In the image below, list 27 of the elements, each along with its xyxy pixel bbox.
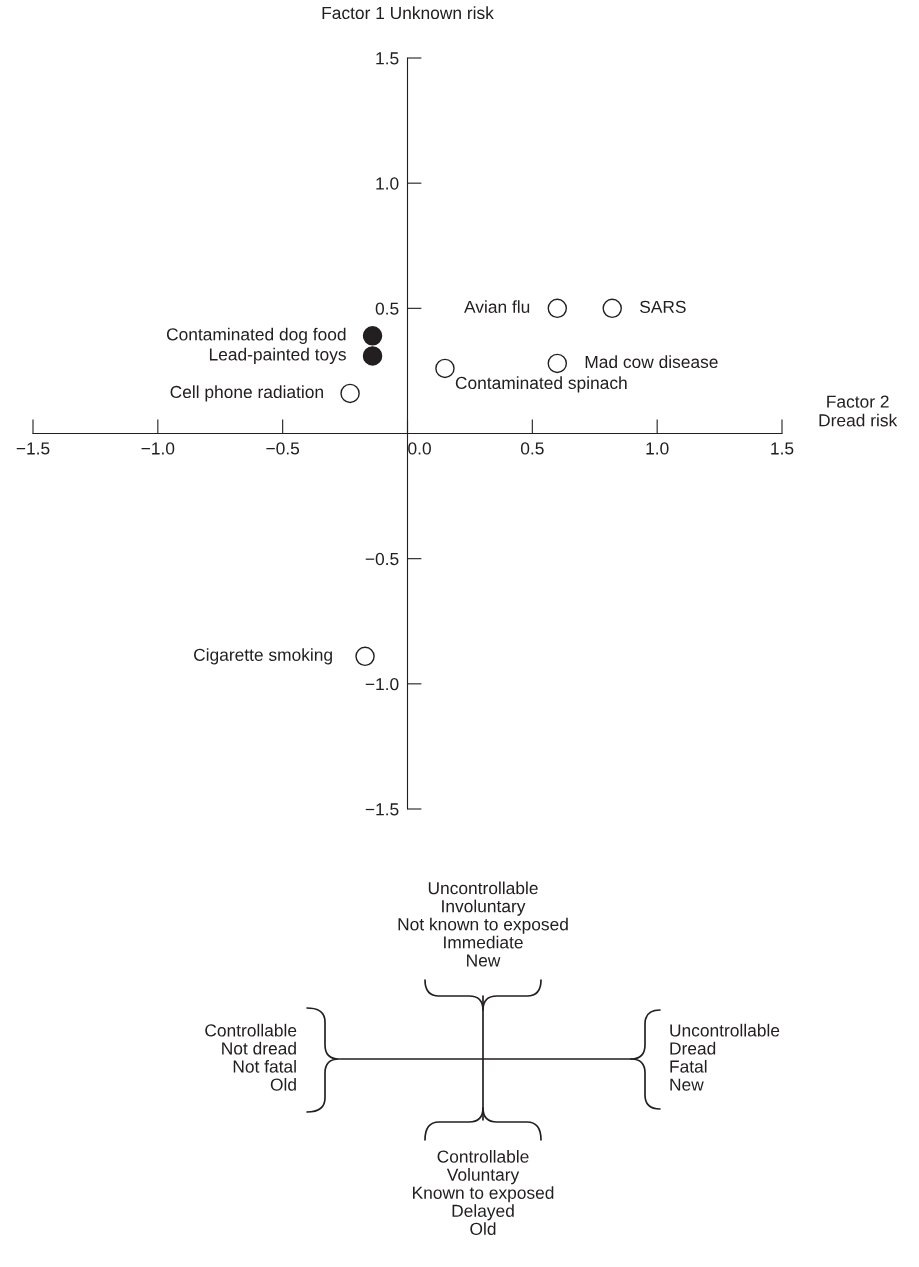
annotation: Cigarette smoking (194, 648, 332, 665)
annotation: Lead-painted toys (209, 347, 346, 364)
annotation: Contaminated dog food (166, 327, 346, 344)
y-tick-label: 0.5 (375, 302, 399, 315)
y-tick-label: 1.5 (376, 52, 399, 65)
x-tick-label: 0.5 (520, 442, 544, 455)
y-tick-label: −0.5 (365, 552, 399, 566)
annotation: Avian flu (464, 300, 530, 313)
x-tick-label: 1.0 (646, 442, 669, 455)
annotation: Cell phone radiation (170, 385, 323, 402)
annotation: Contaminated spinach (455, 376, 627, 393)
annotation: Mad cow disease (585, 355, 718, 369)
x-tick-label: −1.5 (16, 442, 50, 455)
y-axis-title: Factor 1 Unknown risk (322, 6, 494, 20)
y-tick-label: −1.5 (365, 803, 399, 816)
text: Controllable Not dread Not fatal Old (205, 1023, 297, 1091)
text: Uncontrollable Dread Fatal New (670, 1023, 780, 1091)
text: Controllable Voluntary Known to exposed Delayed Old (413, 1150, 554, 1236)
x-axis-title: Factor 2 Dread risk (819, 395, 898, 427)
x-tick-label: −0.5 (266, 442, 300, 455)
x-tick-label: −1.0 (141, 442, 175, 455)
annotation: SARS (640, 300, 686, 313)
x-tick-label: 0.0 (408, 442, 431, 455)
text: Uncontrollable Involuntary Not known to exposed Immediate New (398, 881, 568, 967)
x-tick-label: 1.5 (771, 442, 794, 455)
y-tick-label: 1.0 (376, 177, 399, 190)
y-tick-label: −1.0 (365, 678, 399, 691)
